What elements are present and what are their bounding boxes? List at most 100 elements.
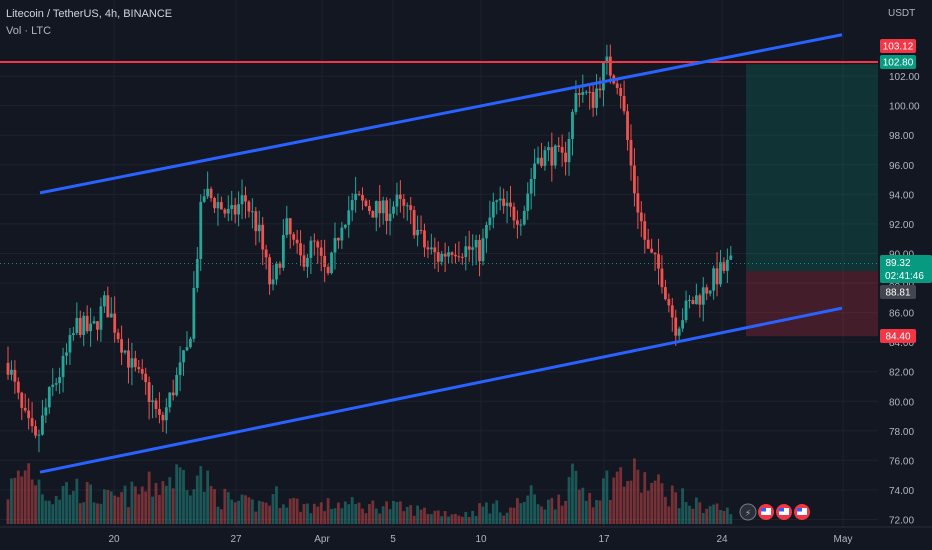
candle-body[interactable] <box>536 157 540 164</box>
candle-body[interactable] <box>285 218 289 235</box>
candle-body[interactable] <box>715 268 719 285</box>
candle-body[interactable] <box>41 415 44 435</box>
candle-body[interactable] <box>402 199 406 206</box>
candle-body[interactable] <box>206 188 210 197</box>
candle-body[interactable] <box>306 257 309 267</box>
candle-body[interactable] <box>650 248 654 253</box>
candle-body[interactable] <box>250 211 254 213</box>
candle-body[interactable] <box>581 92 585 95</box>
candle-body[interactable] <box>158 408 161 415</box>
candle-body[interactable] <box>381 200 385 214</box>
candle-body[interactable] <box>560 147 564 153</box>
candle-body[interactable] <box>75 317 79 334</box>
candle-body[interactable] <box>330 252 333 274</box>
candle-body[interactable] <box>602 62 605 91</box>
candle-body[interactable] <box>61 355 65 378</box>
candle-body[interactable] <box>429 247 433 250</box>
candle-body[interactable] <box>712 268 715 291</box>
candle-body[interactable] <box>347 210 351 225</box>
candle-body[interactable] <box>467 246 471 250</box>
candle-body[interactable] <box>216 202 220 209</box>
candle-body[interactable] <box>161 414 165 421</box>
candle-body[interactable] <box>364 200 368 206</box>
candle-body[interactable] <box>505 202 509 206</box>
candle-body[interactable] <box>519 224 523 226</box>
candle-body[interactable] <box>34 426 37 436</box>
candle-body[interactable] <box>719 262 722 285</box>
candle-body[interactable] <box>6 362 10 375</box>
candle-body[interactable] <box>58 377 62 384</box>
candle-body[interactable] <box>543 150 547 166</box>
stop-loss-zone[interactable] <box>746 271 878 337</box>
candle-body[interactable] <box>96 321 99 330</box>
candle-body[interactable] <box>495 200 499 202</box>
candle-body[interactable] <box>546 147 550 151</box>
candle-body[interactable] <box>436 252 440 262</box>
candle-body[interactable] <box>254 211 258 232</box>
candle-body[interactable] <box>598 88 602 91</box>
candle-body[interactable] <box>10 369 13 375</box>
candle-body[interactable] <box>195 259 199 288</box>
candle-body[interactable] <box>275 263 278 280</box>
candle-body[interactable] <box>426 247 430 250</box>
candle-body[interactable] <box>68 334 72 353</box>
candle-body[interactable] <box>374 201 378 218</box>
candle-body[interactable] <box>16 381 20 393</box>
candle-body[interactable] <box>550 147 554 166</box>
candle-body[interactable] <box>626 111 629 141</box>
symbol-legend[interactable]: Litecoin / TetherUS, 4h, BINANCE <box>6 8 172 20</box>
candle-body[interactable] <box>350 200 354 211</box>
candle-body[interactable] <box>619 87 623 96</box>
candle-body[interactable] <box>371 211 375 218</box>
candle-body[interactable] <box>337 237 340 241</box>
candle-body[interactable] <box>433 247 437 253</box>
candle-body[interactable] <box>688 300 691 302</box>
candle-body[interactable] <box>664 287 667 300</box>
candle-body[interactable] <box>71 333 75 335</box>
candle-body[interactable] <box>78 317 82 335</box>
candle-body[interactable] <box>51 384 55 388</box>
candle-body[interactable] <box>140 369 144 374</box>
candle-body[interactable] <box>502 198 506 206</box>
candle-body[interactable] <box>677 328 681 336</box>
candle-body[interactable] <box>478 239 481 262</box>
candle-body[interactable] <box>295 239 299 244</box>
candle-body[interactable] <box>557 145 561 148</box>
candle-body[interactable] <box>498 198 502 201</box>
candle-body[interactable] <box>533 163 537 179</box>
candle-body[interactable] <box>694 295 698 305</box>
candle-body[interactable] <box>471 247 475 250</box>
candle-body[interactable] <box>47 387 51 408</box>
candle-body[interactable] <box>151 400 154 402</box>
candle-body[interactable] <box>264 249 268 258</box>
candle-body[interactable] <box>65 352 68 356</box>
candle-body[interactable] <box>278 263 282 268</box>
candle-body[interactable] <box>450 252 454 255</box>
candle-body[interactable] <box>178 362 182 376</box>
candle-body[interactable] <box>109 313 113 318</box>
candle-body[interactable] <box>588 91 592 93</box>
candle-body[interactable] <box>154 400 158 409</box>
symbol-title[interactable]: Litecoin / TetherUS, 4h, BINANCE <box>6 8 173 20</box>
candle-body[interactable] <box>257 224 261 232</box>
candle-body[interactable] <box>99 306 103 330</box>
candle-body[interactable] <box>457 256 461 258</box>
candle-body[interactable] <box>182 350 185 363</box>
candle-body[interactable] <box>357 193 361 195</box>
candle-body[interactable] <box>261 224 265 250</box>
candle-body[interactable] <box>398 194 402 200</box>
candle-body[interactable] <box>144 373 148 383</box>
candle-body[interactable] <box>574 93 578 112</box>
candle-body[interactable] <box>443 253 447 257</box>
candle-body[interactable] <box>691 300 695 305</box>
volume-legend[interactable]: Vol · LTC <box>6 25 51 37</box>
candle-body[interactable] <box>639 212 643 222</box>
candle-body[interactable] <box>423 230 426 248</box>
candle-body[interactable] <box>509 202 512 207</box>
candle-body[interactable] <box>485 225 488 239</box>
candle-body[interactable] <box>464 246 468 258</box>
candle-body[interactable] <box>722 262 726 271</box>
candle-body[interactable] <box>89 323 93 332</box>
candle-body[interactable] <box>622 95 626 112</box>
